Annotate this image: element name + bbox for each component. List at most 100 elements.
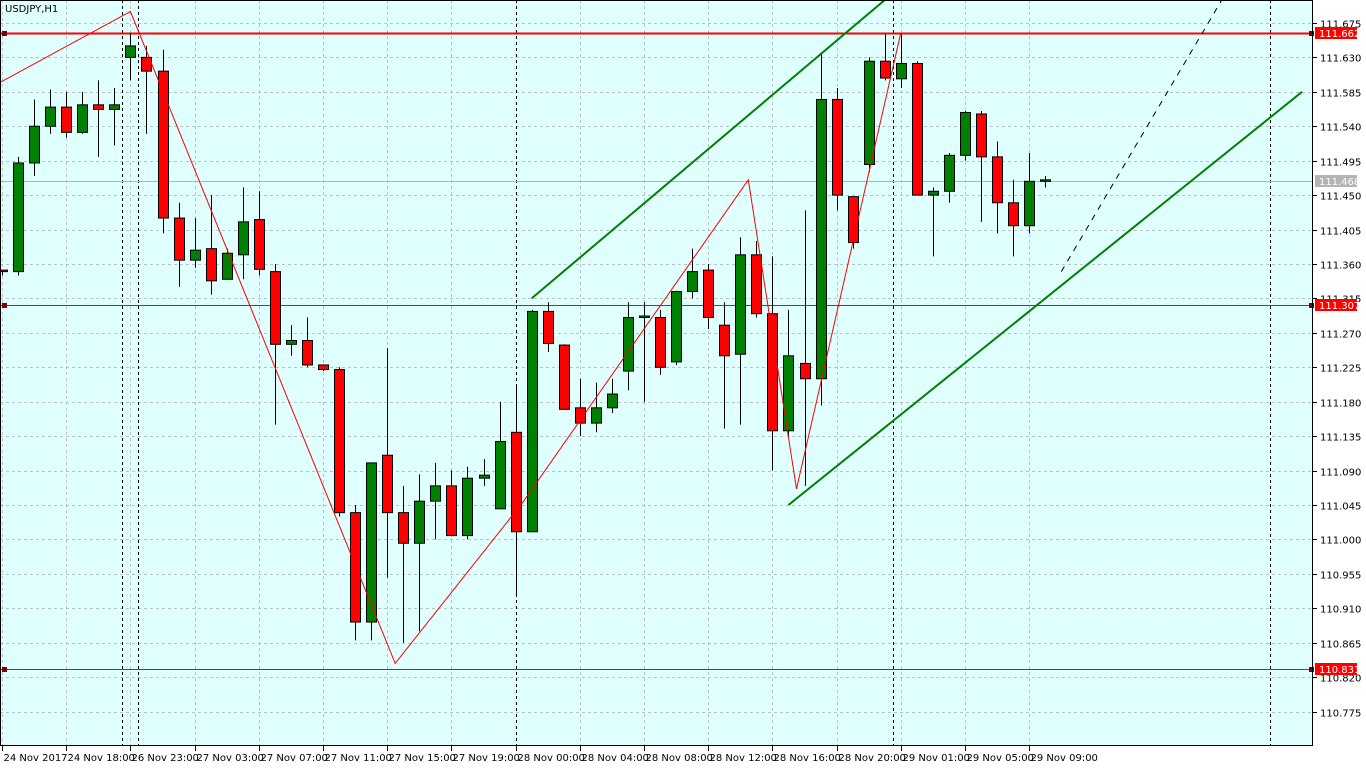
candle[interactable] — [1024, 153, 1035, 234]
price-tick-label: 110.865 — [1320, 640, 1361, 651]
candle[interactable] — [511, 386, 522, 597]
candle[interactable] — [591, 382, 602, 433]
bull-candle-body — [944, 154, 955, 192]
candle[interactable] — [687, 248, 698, 299]
candle[interactable] — [816, 53, 827, 406]
symbol-label: USDJPY,H1 — [5, 4, 58, 15]
candle[interactable] — [719, 302, 730, 429]
candle[interactable] — [495, 401, 506, 510]
candle[interactable] — [366, 462, 377, 641]
price-tick-label: 110.910 — [1320, 605, 1361, 616]
candle[interactable] — [783, 309, 794, 437]
candle[interactable] — [671, 290, 682, 365]
bull-candle-body — [125, 45, 136, 58]
candle[interactable] — [270, 263, 281, 425]
candle[interactable] — [944, 153, 955, 203]
candle[interactable] — [992, 141, 1003, 234]
candle[interactable] — [61, 91, 72, 138]
candle[interactable] — [398, 485, 409, 643]
candle[interactable] — [238, 187, 249, 280]
candle[interactable] — [334, 367, 345, 517]
time-tick-label: 26 Nov 23:00 — [132, 753, 199, 764]
candle[interactable] — [639, 302, 650, 402]
candle[interactable] — [960, 110, 971, 161]
candle[interactable] — [928, 187, 939, 257]
candle[interactable] — [446, 470, 457, 537]
candle[interactable] — [29, 99, 40, 176]
bull-candle-body — [462, 477, 473, 537]
bull-candle-body — [430, 485, 441, 502]
candle[interactable] — [767, 256, 778, 471]
candle[interactable] — [302, 317, 313, 368]
level-price-tag-label: 111.307 — [1319, 301, 1360, 312]
bull-candle-body — [591, 407, 602, 424]
candle[interactable] — [350, 504, 361, 641]
candle[interactable] — [559, 344, 570, 410]
candle[interactable] — [1040, 175, 1051, 188]
bull-candle-body — [286, 339, 297, 345]
candle[interactable] — [543, 302, 554, 352]
candle[interactable] — [462, 466, 473, 540]
candle[interactable] — [158, 49, 169, 234]
candle[interactable] — [1008, 179, 1019, 257]
bear-candle-body — [254, 219, 265, 270]
candle[interactable] — [880, 34, 891, 81]
price-tick-label: 111.225 — [1320, 364, 1361, 375]
bull-candle-body — [527, 310, 538, 533]
price-axis[interactable]: 111.675 111.630 111.585 111.540 111.495 111.4… — [1313, 0, 1366, 768]
candle[interactable] — [864, 57, 875, 173]
price-tick-label: 111.180 — [1320, 399, 1361, 410]
candle[interactable] — [800, 210, 811, 486]
bear-candle-body — [703, 269, 714, 319]
level-price-tag-label: 111.662 — [1319, 29, 1360, 40]
candle[interactable] — [832, 87, 843, 211]
candle[interactable] — [976, 110, 987, 222]
time-axis-bg — [0, 747, 1366, 768]
candle[interactable] — [703, 263, 714, 330]
candle[interactable] — [222, 248, 233, 280]
candle[interactable] — [735, 237, 746, 425]
candle[interactable] — [13, 156, 24, 276]
bear-candle-body — [302, 339, 313, 366]
candle[interactable] — [382, 348, 393, 578]
candle[interactable] — [174, 202, 185, 287]
candle[interactable] — [527, 309, 538, 533]
candle[interactable] — [575, 378, 586, 437]
level-anchor — [1309, 303, 1314, 308]
candle[interactable] — [125, 32, 136, 81]
bull-candle-body — [623, 317, 634, 372]
candle[interactable] — [479, 459, 490, 486]
channel-line — [531, 0, 886, 300]
candle[interactable] — [912, 61, 923, 196]
candle[interactable] — [93, 80, 104, 157]
candle[interactable] — [414, 474, 425, 632]
candle[interactable] — [607, 378, 618, 414]
time-tick-label: 24 Nov 18:00 — [68, 753, 135, 764]
bull-candle-body — [45, 106, 56, 127]
candle[interactable] — [254, 191, 265, 276]
candle[interactable] — [655, 309, 666, 375]
candle[interactable] — [109, 87, 120, 146]
candle[interactable] — [318, 364, 329, 372]
bear-candle-body — [270, 271, 281, 345]
candle[interactable] — [751, 241, 762, 318]
indicator-overlays — [0, 0, 1303, 665]
candle[interactable] — [45, 89, 56, 134]
candle[interactable] — [286, 325, 297, 356]
period-separators — [122, 0, 1271, 746]
candle[interactable] — [896, 34, 907, 88]
bull-candle-body — [735, 254, 746, 355]
candle[interactable] — [430, 462, 441, 540]
candlestick-series[interactable] — [0, 32, 1051, 643]
bear-candle-body — [832, 98, 843, 196]
time-tick-label: 27 Nov 11:00 — [325, 753, 392, 764]
bull-candle-body — [1040, 179, 1051, 182]
candle[interactable] — [190, 218, 201, 268]
candle[interactable] — [77, 91, 88, 134]
candle[interactable] — [0, 269, 8, 276]
price-tick-label: 111.585 — [1320, 89, 1361, 100]
bull-candle-body — [671, 291, 682, 363]
